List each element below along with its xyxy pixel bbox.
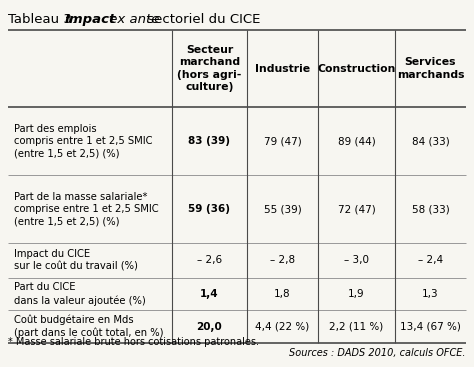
Text: 1,4: 1,4 [200, 289, 219, 299]
Text: sectoriel du CICE: sectoriel du CICE [143, 13, 260, 26]
Text: Coût budgétaire en Mds
(part dans le coût total, en %): Coût budgétaire en Mds (part dans le coû… [14, 315, 164, 338]
Text: 59 (36): 59 (36) [189, 204, 230, 214]
Text: Part du CICE
dans la valeur ajoutée (%): Part du CICE dans la valeur ajoutée (%) [14, 283, 146, 305]
Text: – 2,6: – 2,6 [197, 255, 222, 265]
Text: Sources : DADS 2010, calculs OFCE.: Sources : DADS 2010, calculs OFCE. [290, 348, 466, 358]
Text: Impact: Impact [65, 13, 117, 26]
Text: Construction: Construction [317, 63, 396, 73]
Text: ex ante: ex ante [105, 13, 159, 26]
Text: – 3,0: – 3,0 [344, 255, 369, 265]
Text: 1,3: 1,3 [422, 289, 439, 299]
Text: 20,0: 20,0 [197, 321, 222, 331]
Text: 79 (47): 79 (47) [264, 136, 301, 146]
Text: Impact du CICE
sur le coût du travail (%): Impact du CICE sur le coût du travail (%… [14, 249, 138, 272]
Text: 55 (39): 55 (39) [264, 204, 301, 214]
Text: Tableau 3.: Tableau 3. [8, 13, 79, 26]
Text: 4,4 (22 %): 4,4 (22 %) [255, 321, 310, 331]
Text: 13,4 (67 %): 13,4 (67 %) [400, 321, 461, 331]
Text: Industrie: Industrie [255, 63, 310, 73]
Text: Part des emplois
compris entre 1 et 2,5 SMIC
(entre 1,5 et 2,5) (%): Part des emplois compris entre 1 et 2,5 … [14, 124, 153, 159]
Text: 83 (39): 83 (39) [189, 136, 230, 146]
Text: 89 (44): 89 (44) [337, 136, 375, 146]
Text: 58 (33): 58 (33) [411, 204, 449, 214]
Text: Part de la masse salariale*
comprise entre 1 et 2,5 SMIC
(entre 1,5 et 2,5) (%): Part de la masse salariale* comprise ent… [14, 192, 159, 226]
Text: – 2,8: – 2,8 [270, 255, 295, 265]
Text: 72 (47): 72 (47) [337, 204, 375, 214]
Text: 1,8: 1,8 [274, 289, 291, 299]
Text: 1,9: 1,9 [348, 289, 365, 299]
Text: Services
marchands: Services marchands [397, 57, 464, 80]
Text: 84 (33): 84 (33) [411, 136, 449, 146]
Text: – 2,4: – 2,4 [418, 255, 443, 265]
Text: Secteur
marchand
(hors agri-
culture): Secteur marchand (hors agri- culture) [177, 45, 242, 92]
Text: 2,2 (11 %): 2,2 (11 %) [329, 321, 383, 331]
Text: * Masse salariale brute hors cotisations patronales.: * Masse salariale brute hors cotisations… [8, 337, 259, 347]
